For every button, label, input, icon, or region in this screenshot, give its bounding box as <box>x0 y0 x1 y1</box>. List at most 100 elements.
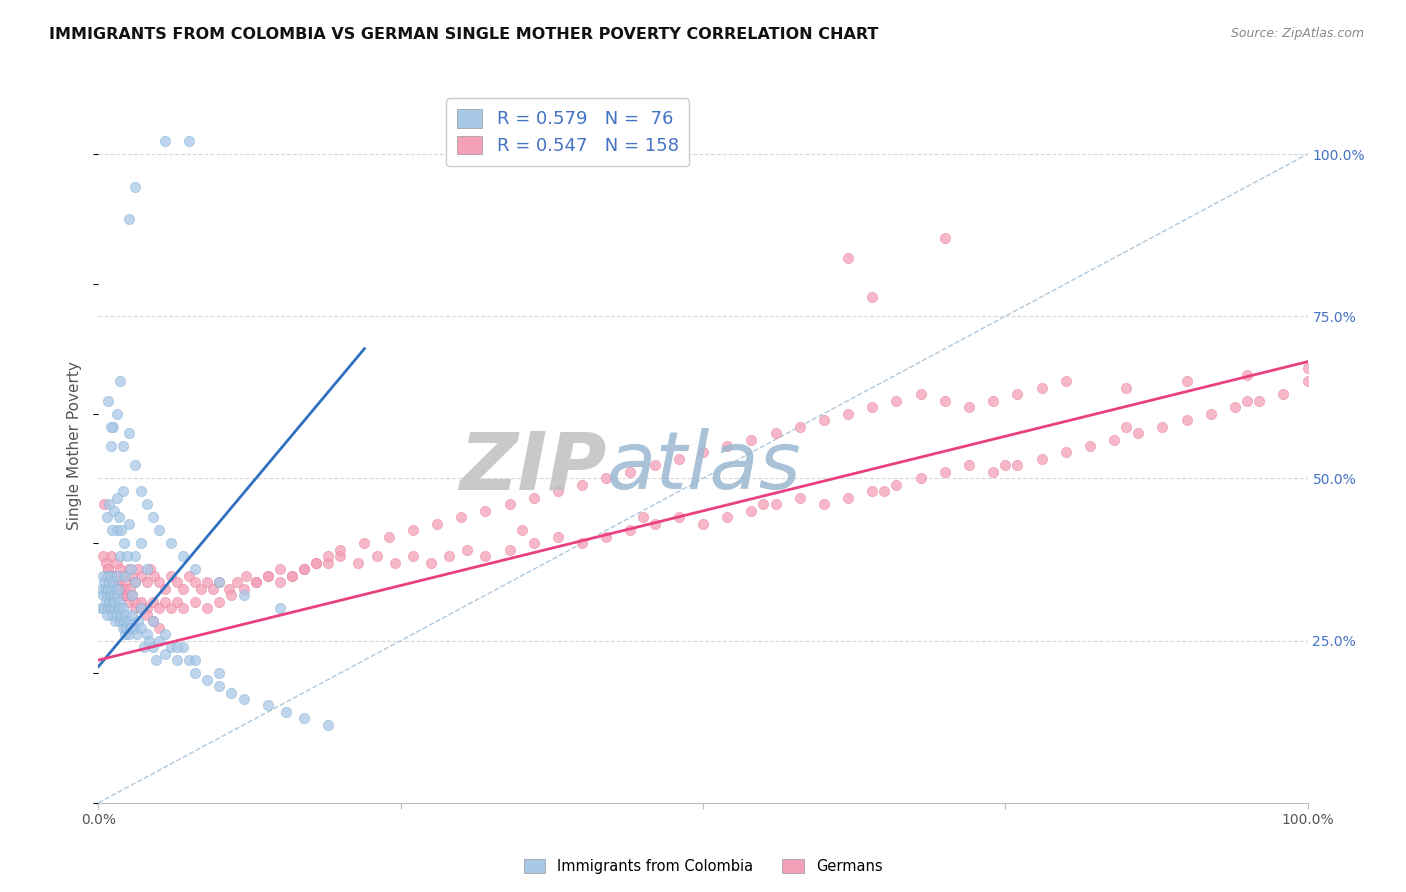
Point <box>142 510 165 524</box>
Point <box>111 568 134 582</box>
Point <box>100 575 122 590</box>
Point <box>256 698 278 713</box>
Point <box>112 614 135 628</box>
Point <box>305 556 328 570</box>
Point <box>160 601 183 615</box>
Point <box>101 575 124 590</box>
Point <box>142 595 165 609</box>
Point <box>179 134 201 148</box>
Point <box>269 562 291 576</box>
Point <box>292 562 315 576</box>
Point <box>184 666 207 681</box>
Point <box>100 582 122 596</box>
Point <box>100 524 122 538</box>
Point <box>510 524 533 538</box>
Point <box>105 607 128 622</box>
Point <box>245 575 267 590</box>
Point <box>837 491 859 505</box>
Point <box>101 595 124 609</box>
Point <box>108 582 131 596</box>
Point <box>232 588 254 602</box>
Point <box>90 601 112 615</box>
Point <box>107 575 129 590</box>
Legend: Immigrants from Colombia, Germans: Immigrants from Colombia, Germans <box>517 854 889 880</box>
Point <box>172 640 194 654</box>
Point <box>134 640 156 654</box>
Point <box>96 510 118 524</box>
Point <box>1272 387 1295 401</box>
Point <box>498 497 520 511</box>
Point <box>450 510 472 524</box>
Point <box>740 433 762 447</box>
Point <box>474 549 496 564</box>
Text: IMMIGRANTS FROM COLOMBIA VS GERMAN SINGLE MOTHER POVERTY CORRELATION CHART: IMMIGRANTS FROM COLOMBIA VS GERMAN SINGL… <box>49 27 879 42</box>
Point <box>226 575 249 590</box>
Point <box>124 575 146 590</box>
Point <box>208 679 231 693</box>
Point <box>752 497 775 511</box>
Point <box>153 134 176 148</box>
Point <box>305 556 328 570</box>
Point <box>235 568 257 582</box>
Point <box>402 524 425 538</box>
Point <box>100 549 122 564</box>
Point <box>148 575 170 590</box>
Point <box>1031 452 1053 467</box>
Point <box>1175 374 1198 388</box>
Point <box>384 556 406 570</box>
Point <box>153 582 176 596</box>
Point <box>103 601 125 615</box>
Point <box>110 524 132 538</box>
Point <box>172 549 194 564</box>
Point <box>184 653 207 667</box>
Point <box>256 568 278 582</box>
Point <box>789 491 811 505</box>
Point <box>98 497 121 511</box>
Point <box>269 601 291 615</box>
Point <box>124 595 146 609</box>
Point <box>135 607 157 622</box>
Point <box>208 575 231 590</box>
Point <box>138 633 160 648</box>
Point <box>117 614 139 628</box>
Point <box>523 491 546 505</box>
Point <box>127 627 149 641</box>
Point <box>245 575 267 590</box>
Point <box>94 582 117 596</box>
Point <box>100 607 122 622</box>
Point <box>101 575 124 590</box>
Point <box>148 601 170 615</box>
Point <box>117 588 139 602</box>
Point <box>195 673 218 687</box>
Point <box>692 445 714 459</box>
Point <box>110 607 132 622</box>
Point <box>208 666 231 681</box>
Point <box>547 530 569 544</box>
Point <box>105 568 128 582</box>
Point <box>221 588 243 602</box>
Point <box>131 568 153 582</box>
Point <box>1128 425 1150 440</box>
Point <box>135 601 157 615</box>
Point <box>232 582 254 596</box>
Point <box>934 231 956 245</box>
Point <box>981 393 1004 408</box>
Point <box>112 536 135 550</box>
Point <box>94 556 117 570</box>
Point <box>160 536 183 550</box>
Point <box>114 582 136 596</box>
Point <box>957 400 980 414</box>
Point <box>118 582 141 596</box>
Point <box>1152 419 1174 434</box>
Point <box>121 588 143 602</box>
Point <box>256 568 278 582</box>
Point <box>1054 374 1077 388</box>
Point <box>1031 381 1053 395</box>
Point <box>101 568 124 582</box>
Point <box>172 582 194 596</box>
Point <box>316 718 339 732</box>
Point <box>740 504 762 518</box>
Point <box>115 621 138 635</box>
Point <box>97 393 120 408</box>
Point <box>292 562 315 576</box>
